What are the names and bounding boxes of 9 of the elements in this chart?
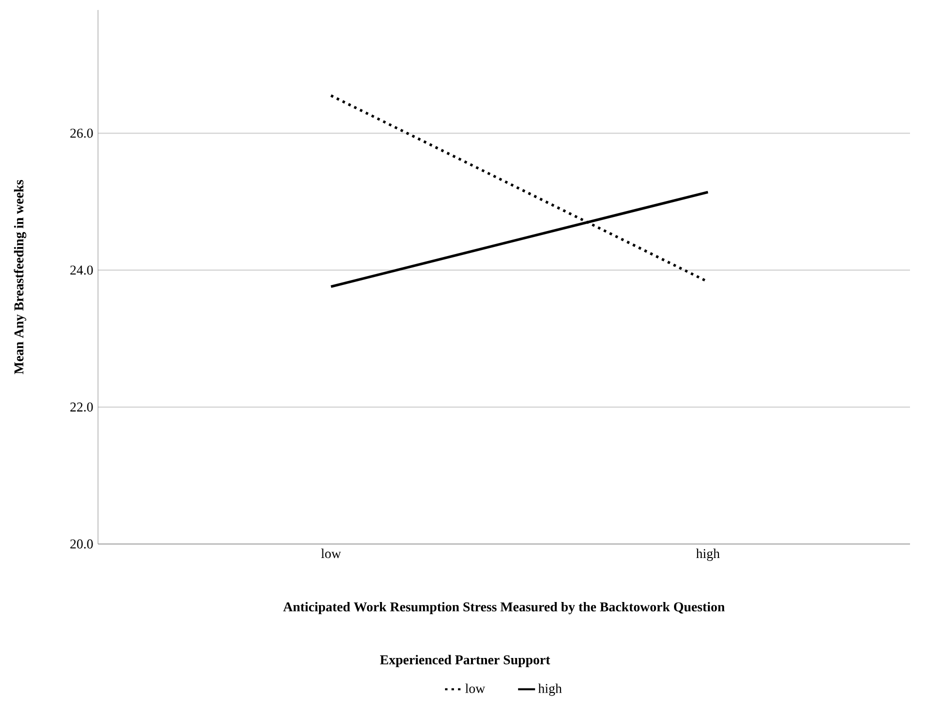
- y-tick-label: 20.0: [70, 539, 93, 549]
- y-tick-label: 26.0: [70, 128, 93, 138]
- legend-title: Experienced Partner Support: [380, 654, 550, 668]
- x-axis-title: Anticipated Work Resumption Stress Measured by the Backtowork Question: [283, 602, 725, 614]
- y-tick-label: 24.0: [70, 266, 93, 275]
- y-axis-title: Mean Any Breastfeeding in weeks: [14, 180, 26, 374]
- legend-label: low: [465, 684, 486, 694]
- legend-label: high: [538, 684, 562, 696]
- y-tick-label: 22.0: [70, 402, 93, 412]
